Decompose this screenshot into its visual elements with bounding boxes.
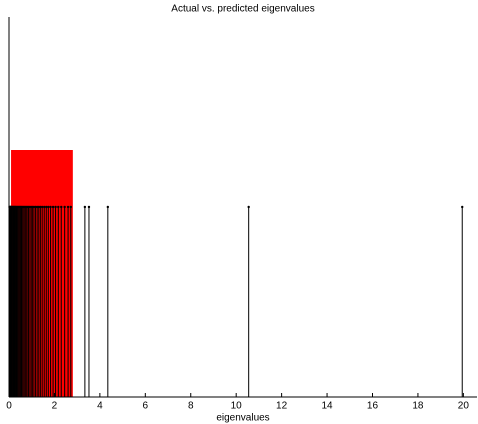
x-tick-label: 6 xyxy=(143,401,149,412)
x-axis-label: eigenvalues xyxy=(216,413,269,424)
x-tick-label: 14 xyxy=(321,401,333,412)
stem-marker xyxy=(69,205,72,209)
stem-marker xyxy=(43,205,46,209)
x-tick-label: 12 xyxy=(276,401,288,412)
x-tick-label: 10 xyxy=(231,401,243,412)
stem-marker xyxy=(106,205,110,209)
x-tick-label: 8 xyxy=(188,401,194,412)
stem-marker xyxy=(57,205,60,209)
x-tick-label: 4 xyxy=(97,401,103,412)
stem-marker xyxy=(39,205,42,209)
x-tick-label: 0 xyxy=(6,401,12,412)
stem-marker xyxy=(60,205,63,209)
stem-marker xyxy=(83,205,87,209)
stem-marker xyxy=(54,205,57,209)
stem-marker xyxy=(40,205,44,209)
stem-marker xyxy=(247,205,250,209)
stem-marker xyxy=(49,205,52,209)
stem-marker xyxy=(47,205,50,209)
x-tick-label: 20 xyxy=(458,401,470,412)
stem-marker xyxy=(63,205,66,209)
stem-marker xyxy=(51,205,55,209)
stem-marker xyxy=(87,205,91,209)
chart-title: Actual vs. predicted eigenvalues xyxy=(171,4,314,15)
x-tick-label: 2 xyxy=(52,401,58,412)
x-tick-label: 16 xyxy=(367,401,379,412)
stem-marker xyxy=(461,205,464,209)
x-tick-label: 18 xyxy=(412,401,424,412)
stem-marker xyxy=(45,205,48,209)
stem-marker xyxy=(66,205,70,209)
